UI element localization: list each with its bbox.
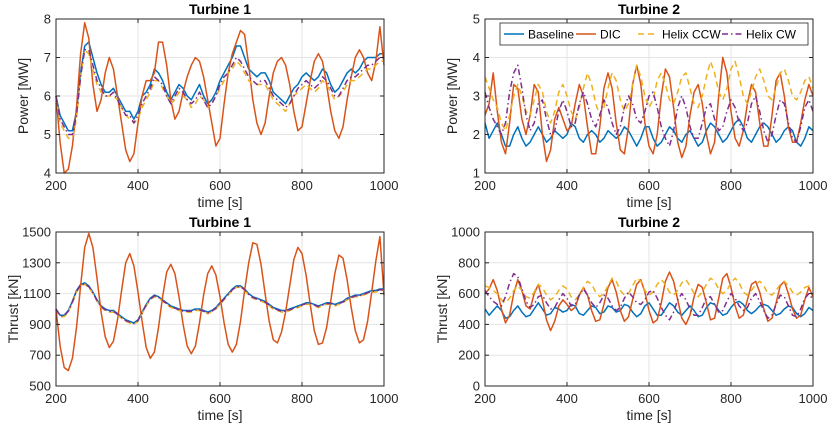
y-tick-label: 800 xyxy=(458,255,480,270)
series-line-baseline xyxy=(55,41,384,132)
x-tick-label: 600 xyxy=(638,391,660,406)
chart-title: Turbine 2 xyxy=(618,1,680,17)
series-line-helix-ccw xyxy=(484,60,814,132)
y-tick-label: 4 xyxy=(44,166,51,181)
legend: Baseline DIC Helix CCW Helix CW xyxy=(499,22,809,46)
chart-panel-3: 200 400 600 800 1000 500 700 900 1100 1300 1500 Tur… xyxy=(5,214,398,423)
x-tick-label: 200 xyxy=(474,391,496,406)
y-tick-label: 200 xyxy=(458,348,480,363)
series-line-dic xyxy=(484,56,814,163)
y-axis-label: Power [MW] xyxy=(444,58,460,134)
y-tick-label: 1000 xyxy=(451,225,480,240)
legend-entry: DIC xyxy=(600,28,621,42)
y-tick-label: 2 xyxy=(473,127,480,142)
x-tick-label: 800 xyxy=(291,391,313,406)
x-tick-label: 400 xyxy=(127,178,149,193)
series-line-helix-cw xyxy=(484,272,814,321)
series-line-helix-cw xyxy=(484,64,814,147)
series-line-helix-cw xyxy=(55,49,384,136)
y-tick-label: 1300 xyxy=(22,255,51,270)
x-tick-label: 1000 xyxy=(799,391,828,406)
series-line-helix-ccw xyxy=(484,277,814,304)
series-line-baseline xyxy=(484,118,814,147)
y-tick-label: 7 xyxy=(44,50,51,65)
y-tick-label: 500 xyxy=(29,379,51,394)
x-tick-label: 1000 xyxy=(370,178,399,193)
y-tick-label: 700 xyxy=(29,348,51,363)
x-axis-label: time [s] xyxy=(197,194,242,210)
y-tick-label: 400 xyxy=(458,317,480,332)
series-line-dic xyxy=(55,22,385,174)
legend-entry: Helix CCW xyxy=(662,28,721,42)
y-tick-label: 5 xyxy=(473,12,480,27)
y-tick-label: 0 xyxy=(473,379,480,394)
x-axis-label: time [s] xyxy=(626,194,671,210)
x-tick-label: 1000 xyxy=(799,178,828,193)
chart-title: Turbine 1 xyxy=(189,1,251,17)
chart-panel-2: 200 400 600 800 1000 1 2 3 4 5 Turbine 2 time [s] Po… xyxy=(444,1,827,210)
chart-title: Turbine 2 xyxy=(618,214,680,230)
x-tick-label: 400 xyxy=(556,391,578,406)
legend-entry: Helix CW xyxy=(746,28,797,42)
x-tick-label: 800 xyxy=(720,178,742,193)
x-tick-label: 600 xyxy=(209,178,231,193)
y-tick-label: 900 xyxy=(29,317,51,332)
x-tick-label: 800 xyxy=(720,391,742,406)
series-line-dic xyxy=(484,271,814,332)
x-tick-label: 200 xyxy=(474,178,496,193)
x-tick-label: 800 xyxy=(291,178,313,193)
x-tick-label: 1000 xyxy=(370,391,399,406)
y-axis-label: Thrust [kN] xyxy=(434,275,450,343)
chart-title: Turbine 1 xyxy=(189,214,251,230)
series-line-baseline xyxy=(484,300,814,319)
y-tick-label: 1100 xyxy=(23,286,51,301)
legend-entry: Baseline xyxy=(528,28,574,42)
series-line-dic xyxy=(55,232,385,372)
y-axis-label: Thrust [kN] xyxy=(5,275,21,343)
y-tick-label: 8 xyxy=(44,12,51,27)
series-line-helix-ccw xyxy=(55,283,384,326)
y-tick-label: 6 xyxy=(44,89,51,104)
x-axis-label: time [s] xyxy=(197,407,242,423)
x-tick-label: 200 xyxy=(45,391,67,406)
y-tick-label: 4 xyxy=(473,50,480,65)
y-tick-label: 1 xyxy=(473,166,480,181)
x-tick-label: 200 xyxy=(45,178,67,193)
x-tick-label: 600 xyxy=(209,391,231,406)
y-tick-label: 1500 xyxy=(22,225,51,240)
x-tick-label: 400 xyxy=(127,391,149,406)
y-tick-label: 5 xyxy=(44,127,51,142)
x-axis-label: time [s] xyxy=(626,407,671,423)
y-tick-label: 600 xyxy=(458,286,480,301)
x-tick-label: 600 xyxy=(638,178,660,193)
series-line-baseline xyxy=(55,282,384,324)
chart-panel-4: 200 400 600 800 100002004006008001000Turbine… xyxy=(434,214,827,423)
y-axis-label: Power [MW] xyxy=(15,58,31,134)
series-line-helix-ccw xyxy=(55,49,384,140)
series-line-helix-cw xyxy=(55,282,384,325)
y-tick-label: 3 xyxy=(473,89,480,104)
x-tick-label: 400 xyxy=(556,178,578,193)
chart-panel-1: 200 400 600 800 1000 4 5 6 7 8 Turbine 1 time [s] Po… xyxy=(15,1,398,210)
